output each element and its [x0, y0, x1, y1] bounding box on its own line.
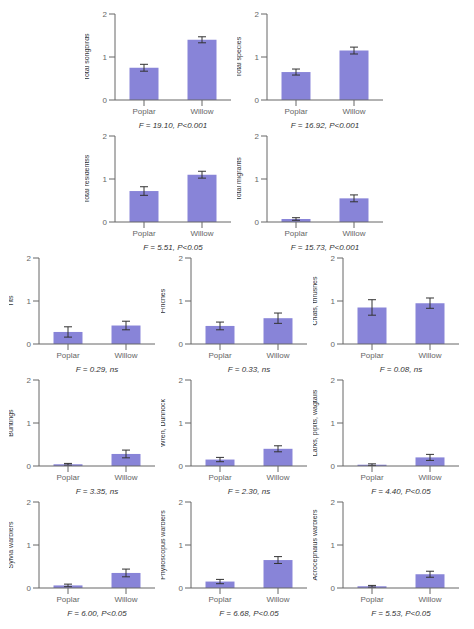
svg-text:1: 1: [27, 297, 32, 306]
svg-text:F = 0.29, ns: F = 0.29, ns: [76, 365, 118, 374]
svg-text:Poplar: Poplar: [360, 473, 383, 482]
svg-text:Total migrants: Total migrants: [237, 157, 243, 201]
svg-text:2: 2: [255, 132, 260, 141]
svg-text:F = 3.35, ns: F = 3.35, ns: [76, 487, 118, 496]
svg-text:F = 19.10, P<0.001: F = 19.10, P<0.001: [139, 121, 207, 130]
svg-text:1: 1: [179, 297, 184, 306]
svg-text:Phylloscopus warblers: Phylloscopus warblers: [161, 510, 167, 580]
svg-text:F = 15.73, P<0.001: F = 15.73, P<0.001: [291, 243, 359, 252]
svg-text:F = 4.40, P<0.05: F = 4.40, P<0.05: [371, 487, 431, 496]
svg-text:Willow: Willow: [418, 595, 441, 604]
svg-text:Total species: Total species: [237, 36, 243, 77]
svg-text:Willow: Willow: [418, 473, 441, 482]
svg-text:F = 5.51, P<0.05: F = 5.51, P<0.05: [143, 243, 203, 252]
svg-text:Poplar: Poplar: [284, 229, 307, 238]
svg-text:Buntings: Buntings: [9, 409, 15, 437]
svg-text:Willow: Willow: [266, 595, 289, 604]
svg-text:2: 2: [27, 254, 32, 263]
svg-text:Finches: Finches: [161, 288, 166, 313]
svg-text:Poplar: Poplar: [132, 107, 155, 116]
svg-text:2: 2: [331, 376, 336, 385]
svg-text:2: 2: [179, 376, 184, 385]
svg-text:Chats, thrushes: Chats, thrushes: [313, 276, 318, 326]
svg-text:Willow: Willow: [342, 229, 365, 238]
svg-text:F = 0.08, ns: F = 0.08, ns: [380, 365, 422, 374]
svg-text:1: 1: [103, 175, 108, 184]
svg-text:2: 2: [27, 498, 32, 507]
svg-text:0: 0: [179, 462, 184, 471]
svg-text:0: 0: [103, 96, 108, 105]
svg-text:0: 0: [255, 96, 260, 105]
svg-text:F = 5.53, P<0.05: F = 5.53, P<0.05: [371, 609, 431, 618]
svg-text:0: 0: [179, 340, 184, 349]
svg-text:Poplar: Poplar: [360, 351, 383, 360]
svg-text:0: 0: [27, 462, 32, 471]
svg-text:0: 0: [179, 584, 184, 593]
svg-text:Poplar: Poplar: [132, 229, 155, 238]
svg-text:2: 2: [103, 10, 108, 19]
svg-text:Poplar: Poplar: [56, 473, 79, 482]
svg-text:Willow: Willow: [114, 351, 137, 360]
svg-text:1: 1: [27, 419, 32, 428]
svg-text:1: 1: [255, 175, 260, 184]
svg-text:2: 2: [331, 254, 336, 263]
svg-text:1: 1: [179, 419, 184, 428]
svg-text:0: 0: [331, 462, 336, 471]
svg-text:Poplar: Poplar: [208, 473, 231, 482]
svg-text:0: 0: [103, 218, 108, 227]
svg-text:F = 6.00, P<0.05: F = 6.00, P<0.05: [67, 609, 127, 618]
svg-text:0: 0: [331, 340, 336, 349]
svg-text:F = 16.92, P<0.001: F = 16.92, P<0.001: [291, 121, 359, 130]
svg-text:Willow: Willow: [190, 107, 213, 116]
svg-text:Poplar: Poplar: [56, 595, 79, 604]
svg-text:Willow: Willow: [190, 229, 213, 238]
svg-text:0: 0: [255, 218, 260, 227]
svg-text:1: 1: [27, 541, 32, 550]
svg-text:2: 2: [27, 376, 32, 385]
svg-text:Tits: Tits: [9, 295, 14, 307]
svg-text:2: 2: [179, 498, 184, 507]
svg-text:2: 2: [179, 254, 184, 263]
svg-text:Total songbirds: Total songbirds: [85, 33, 91, 81]
svg-text:Poplar: Poplar: [208, 351, 231, 360]
svg-text:Larks, pipits, wagtails: Larks, pipits, wagtails: [313, 389, 319, 456]
svg-text:0: 0: [27, 584, 32, 593]
svg-text:Poplar: Poplar: [284, 107, 307, 116]
svg-text:2: 2: [255, 10, 260, 19]
svg-text:Poplar: Poplar: [56, 351, 79, 360]
svg-text:Wren, Dunnock: Wren, Dunnock: [161, 398, 166, 447]
svg-text:1: 1: [331, 541, 336, 550]
svg-text:Sylvia warblers: Sylvia warblers: [9, 521, 15, 569]
svg-text:Willow: Willow: [342, 107, 365, 116]
svg-text:2: 2: [331, 498, 336, 507]
svg-text:Willow: Willow: [114, 473, 137, 482]
svg-text:2: 2: [103, 132, 108, 141]
svg-text:1: 1: [179, 541, 184, 550]
svg-text:Willow: Willow: [266, 473, 289, 482]
svg-text:1: 1: [331, 297, 336, 306]
svg-text:Total residentss: Total residentss: [85, 154, 90, 203]
svg-text:Poplar: Poplar: [208, 595, 231, 604]
svg-text:F = 0.33, ns: F = 0.33, ns: [228, 365, 270, 374]
svg-text:1: 1: [103, 53, 108, 62]
svg-text:Acrocephalus warblers: Acrocephalus warblers: [313, 509, 319, 580]
svg-text:0: 0: [331, 584, 336, 593]
svg-text:F = 6.68, P<0.05: F = 6.68, P<0.05: [219, 609, 279, 618]
svg-text:Willow: Willow: [266, 351, 289, 360]
svg-text:1: 1: [331, 419, 336, 428]
svg-text:1: 1: [255, 53, 260, 62]
svg-text:0: 0: [27, 340, 32, 349]
svg-text:Willow: Willow: [114, 595, 137, 604]
svg-text:F = 2.30, ns: F = 2.30, ns: [228, 487, 270, 496]
svg-text:Poplar: Poplar: [360, 595, 383, 604]
svg-text:Willow: Willow: [418, 351, 441, 360]
